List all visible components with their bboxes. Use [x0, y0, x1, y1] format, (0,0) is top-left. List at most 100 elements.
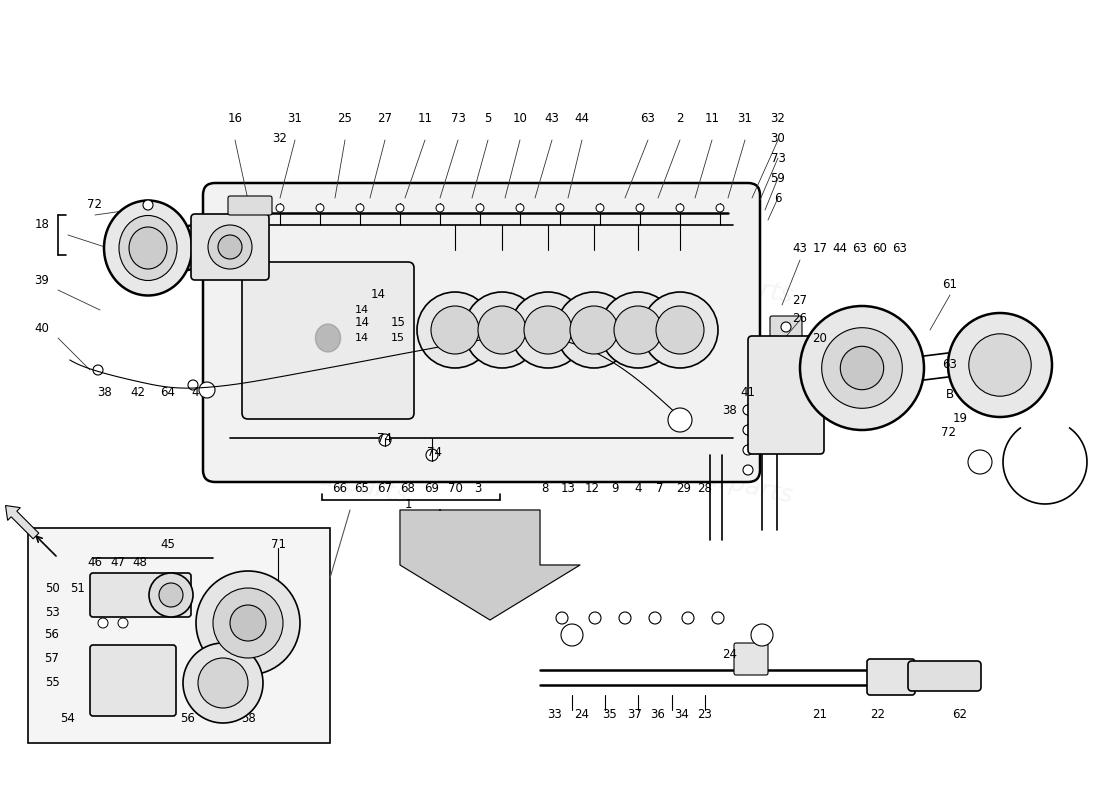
FancyBboxPatch shape [228, 196, 272, 215]
FancyBboxPatch shape [191, 214, 270, 280]
Text: 15: 15 [390, 333, 405, 343]
Text: 17: 17 [813, 242, 827, 254]
Text: 7: 7 [657, 482, 663, 494]
Circle shape [436, 204, 444, 212]
Text: 13: 13 [561, 482, 575, 494]
Text: 4: 4 [635, 482, 641, 494]
Circle shape [619, 612, 631, 624]
Text: 30: 30 [771, 131, 785, 145]
Circle shape [742, 425, 754, 435]
Polygon shape [316, 324, 341, 352]
FancyBboxPatch shape [90, 645, 176, 716]
Circle shape [561, 624, 583, 646]
Circle shape [183, 643, 263, 723]
Text: 41: 41 [740, 386, 756, 398]
Text: B: B [946, 389, 954, 402]
Circle shape [143, 200, 153, 210]
Text: 3: 3 [474, 482, 482, 494]
Text: 31: 31 [287, 111, 303, 125]
Circle shape [316, 204, 324, 212]
Text: 6: 6 [774, 191, 782, 205]
Circle shape [742, 465, 754, 475]
Bar [28, 528, 330, 743]
Circle shape [198, 658, 248, 708]
Circle shape [822, 328, 902, 408]
Text: 12: 12 [584, 482, 600, 494]
Circle shape [840, 346, 883, 390]
Circle shape [636, 204, 644, 212]
Text: 34: 34 [674, 709, 690, 722]
FancyBboxPatch shape [204, 183, 760, 482]
Text: 67: 67 [377, 482, 393, 494]
Circle shape [556, 292, 632, 368]
Circle shape [968, 450, 992, 474]
Text: 46: 46 [88, 555, 102, 569]
Text: 70: 70 [448, 482, 462, 494]
Text: B: B [977, 457, 983, 467]
Circle shape [742, 405, 754, 415]
Text: 44: 44 [574, 111, 590, 125]
Circle shape [431, 306, 478, 354]
Text: 4: 4 [191, 386, 199, 398]
Text: 18: 18 [34, 218, 50, 231]
Circle shape [556, 204, 564, 212]
Text: 40: 40 [34, 322, 50, 334]
Circle shape [118, 618, 128, 628]
Text: 63: 63 [640, 111, 656, 125]
Text: 25: 25 [338, 111, 352, 125]
Text: 56: 56 [45, 629, 59, 642]
Polygon shape [400, 510, 580, 620]
Circle shape [676, 204, 684, 212]
Text: 39: 39 [34, 274, 50, 286]
Circle shape [276, 204, 284, 212]
Text: eurocarparts: eurocarparts [634, 251, 796, 309]
Text: 29: 29 [676, 482, 692, 494]
Ellipse shape [119, 215, 177, 281]
Text: 47: 47 [110, 555, 125, 569]
Circle shape [98, 653, 108, 663]
Text: 72: 72 [940, 426, 956, 438]
Text: B: B [758, 631, 766, 645]
Text: 53: 53 [45, 606, 59, 618]
Text: 16: 16 [228, 111, 242, 125]
Text: 14: 14 [371, 289, 385, 302]
Circle shape [218, 235, 242, 259]
FancyArrow shape [6, 506, 38, 539]
Text: eurocarparts: eurocarparts [634, 451, 796, 509]
Circle shape [208, 225, 252, 269]
Text: 55: 55 [210, 711, 225, 725]
Text: 26: 26 [792, 311, 807, 325]
Text: 58: 58 [241, 711, 255, 725]
Text: 21: 21 [813, 709, 827, 722]
Text: 63: 63 [852, 242, 868, 254]
Text: 20: 20 [813, 331, 827, 345]
Text: 71: 71 [271, 538, 286, 551]
Text: 45: 45 [161, 538, 175, 551]
Circle shape [649, 612, 661, 624]
Text: 64: 64 [161, 386, 176, 398]
Circle shape [948, 313, 1052, 417]
Circle shape [94, 365, 103, 375]
Circle shape [588, 612, 601, 624]
Circle shape [236, 204, 244, 212]
Circle shape [516, 204, 524, 212]
Circle shape [642, 292, 718, 368]
FancyBboxPatch shape [734, 643, 768, 675]
Circle shape [656, 306, 704, 354]
Text: 73: 73 [451, 111, 465, 125]
Circle shape [614, 306, 662, 354]
Text: 66: 66 [332, 482, 348, 494]
FancyBboxPatch shape [867, 659, 915, 695]
Circle shape [596, 204, 604, 212]
Circle shape [742, 445, 754, 455]
Circle shape [800, 306, 924, 430]
Text: 27: 27 [792, 294, 807, 306]
Text: 72: 72 [88, 198, 102, 211]
Text: 52: 52 [261, 658, 275, 671]
Text: 62: 62 [953, 709, 968, 722]
Text: 24: 24 [574, 709, 590, 722]
Text: 11: 11 [418, 111, 432, 125]
Text: 60: 60 [872, 242, 888, 254]
Text: 74: 74 [377, 431, 393, 445]
Text: 27: 27 [377, 111, 393, 125]
